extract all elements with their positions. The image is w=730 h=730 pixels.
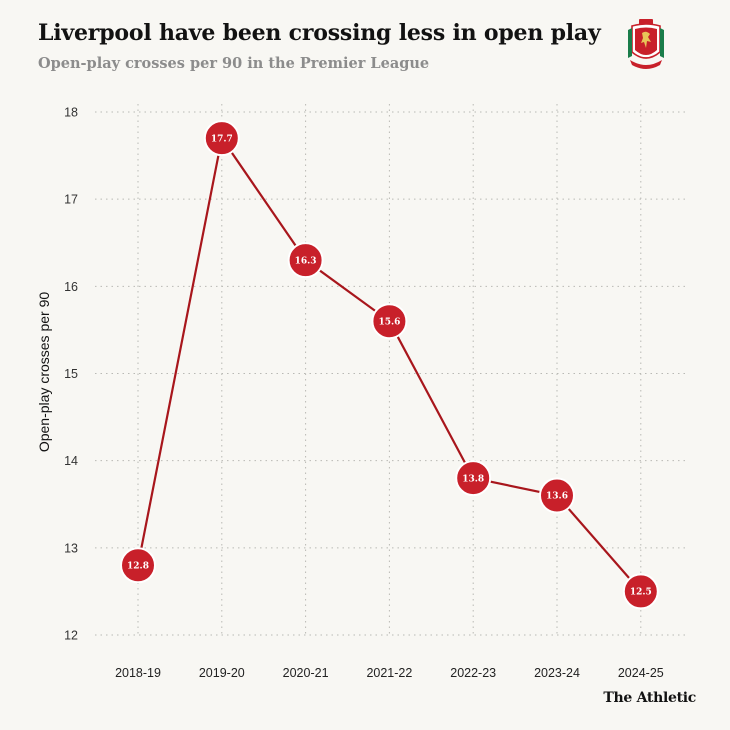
data-points: 12.8 17.7 16.3 15.6 13.8 13.6 12.5 — [120, 120, 659, 610]
x-tick-label: 2022-23 — [450, 666, 496, 680]
chart-grid — [95, 104, 685, 636]
chart-subtitle: Open-play crosses per 90 in the Premier … — [38, 55, 430, 72]
y-tick-label: 16 — [64, 280, 78, 294]
data-point: 13.6 — [539, 477, 575, 514]
x-tick-label: 2020-21 — [283, 666, 329, 680]
data-point-marker — [203, 120, 240, 157]
data-point: 15.6 — [371, 303, 408, 340]
data-label: 12.5 — [630, 588, 652, 598]
x-tick-label: 2024-25 — [618, 666, 664, 680]
chart-title: Liverpool have been crossing less in ope… — [38, 20, 601, 46]
data-label: 13.8 — [462, 474, 484, 484]
y-tick-label: 14 — [64, 454, 78, 468]
y-tick-label: 15 — [64, 367, 78, 381]
y-axis-ticks: 12 13 14 15 16 17 18 — [64, 106, 78, 643]
data-point-marker — [622, 573, 659, 610]
data-point-marker — [455, 460, 492, 497]
x-tick-label: 2018-19 — [115, 666, 161, 680]
x-tick-label: 2023-24 — [534, 666, 580, 680]
data-point-marker — [371, 303, 408, 340]
x-tick-label: 2021-22 — [366, 666, 412, 680]
data-point: 12.8 — [120, 547, 156, 584]
y-tick-label: 13 — [64, 541, 78, 555]
y-tick-label: 17 — [64, 193, 78, 207]
data-label: 12.8 — [127, 561, 149, 571]
liverpool-crest-icon — [628, 19, 664, 69]
data-point-marker — [287, 242, 324, 279]
data-point: 16.3 — [287, 242, 324, 279]
y-tick-label: 18 — [64, 106, 78, 120]
y-tick-label: 12 — [64, 629, 78, 643]
data-point-marker — [539, 477, 575, 514]
data-label: 13.6 — [546, 492, 568, 502]
brand-logo-text: The Athletic — [603, 690, 696, 706]
data-label: 15.6 — [378, 317, 400, 327]
x-axis-ticks: 2018-19 2019-20 2020-21 2021-22 2022-23 2023-… — [115, 666, 664, 680]
data-point: 17.7 — [203, 120, 240, 157]
data-label: 16.3 — [295, 256, 317, 266]
data-point: 13.8 — [455, 460, 492, 497]
data-label: 17.7 — [211, 134, 233, 144]
data-point-marker — [120, 547, 156, 584]
x-tick-label: 2019-20 — [199, 666, 245, 680]
data-point: 12.5 — [622, 573, 659, 610]
